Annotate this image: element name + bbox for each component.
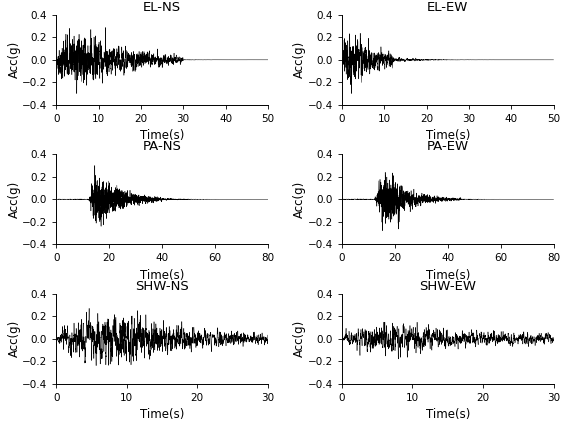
Y-axis label: Acc(g): Acc(g) bbox=[293, 41, 306, 78]
X-axis label: Time(s): Time(s) bbox=[140, 269, 184, 282]
Title: EL-NS: EL-NS bbox=[143, 1, 181, 14]
X-axis label: Time(s): Time(s) bbox=[425, 269, 470, 282]
Y-axis label: Acc(g): Acc(g) bbox=[293, 181, 306, 218]
Title: SHW-EW: SHW-EW bbox=[419, 279, 476, 293]
Title: EL-EW: EL-EW bbox=[427, 1, 469, 14]
Y-axis label: Acc(g): Acc(g) bbox=[7, 320, 21, 357]
X-axis label: Time(s): Time(s) bbox=[140, 408, 184, 421]
Y-axis label: Acc(g): Acc(g) bbox=[293, 320, 306, 357]
X-axis label: Time(s): Time(s) bbox=[425, 408, 470, 421]
Title: PA-EW: PA-EW bbox=[427, 140, 469, 153]
X-axis label: Time(s): Time(s) bbox=[425, 129, 470, 142]
Y-axis label: Acc(g): Acc(g) bbox=[7, 181, 21, 218]
Title: PA-NS: PA-NS bbox=[143, 140, 182, 153]
Y-axis label: Acc(g): Acc(g) bbox=[7, 41, 21, 78]
X-axis label: Time(s): Time(s) bbox=[140, 129, 184, 142]
Title: SHW-NS: SHW-NS bbox=[135, 279, 189, 293]
